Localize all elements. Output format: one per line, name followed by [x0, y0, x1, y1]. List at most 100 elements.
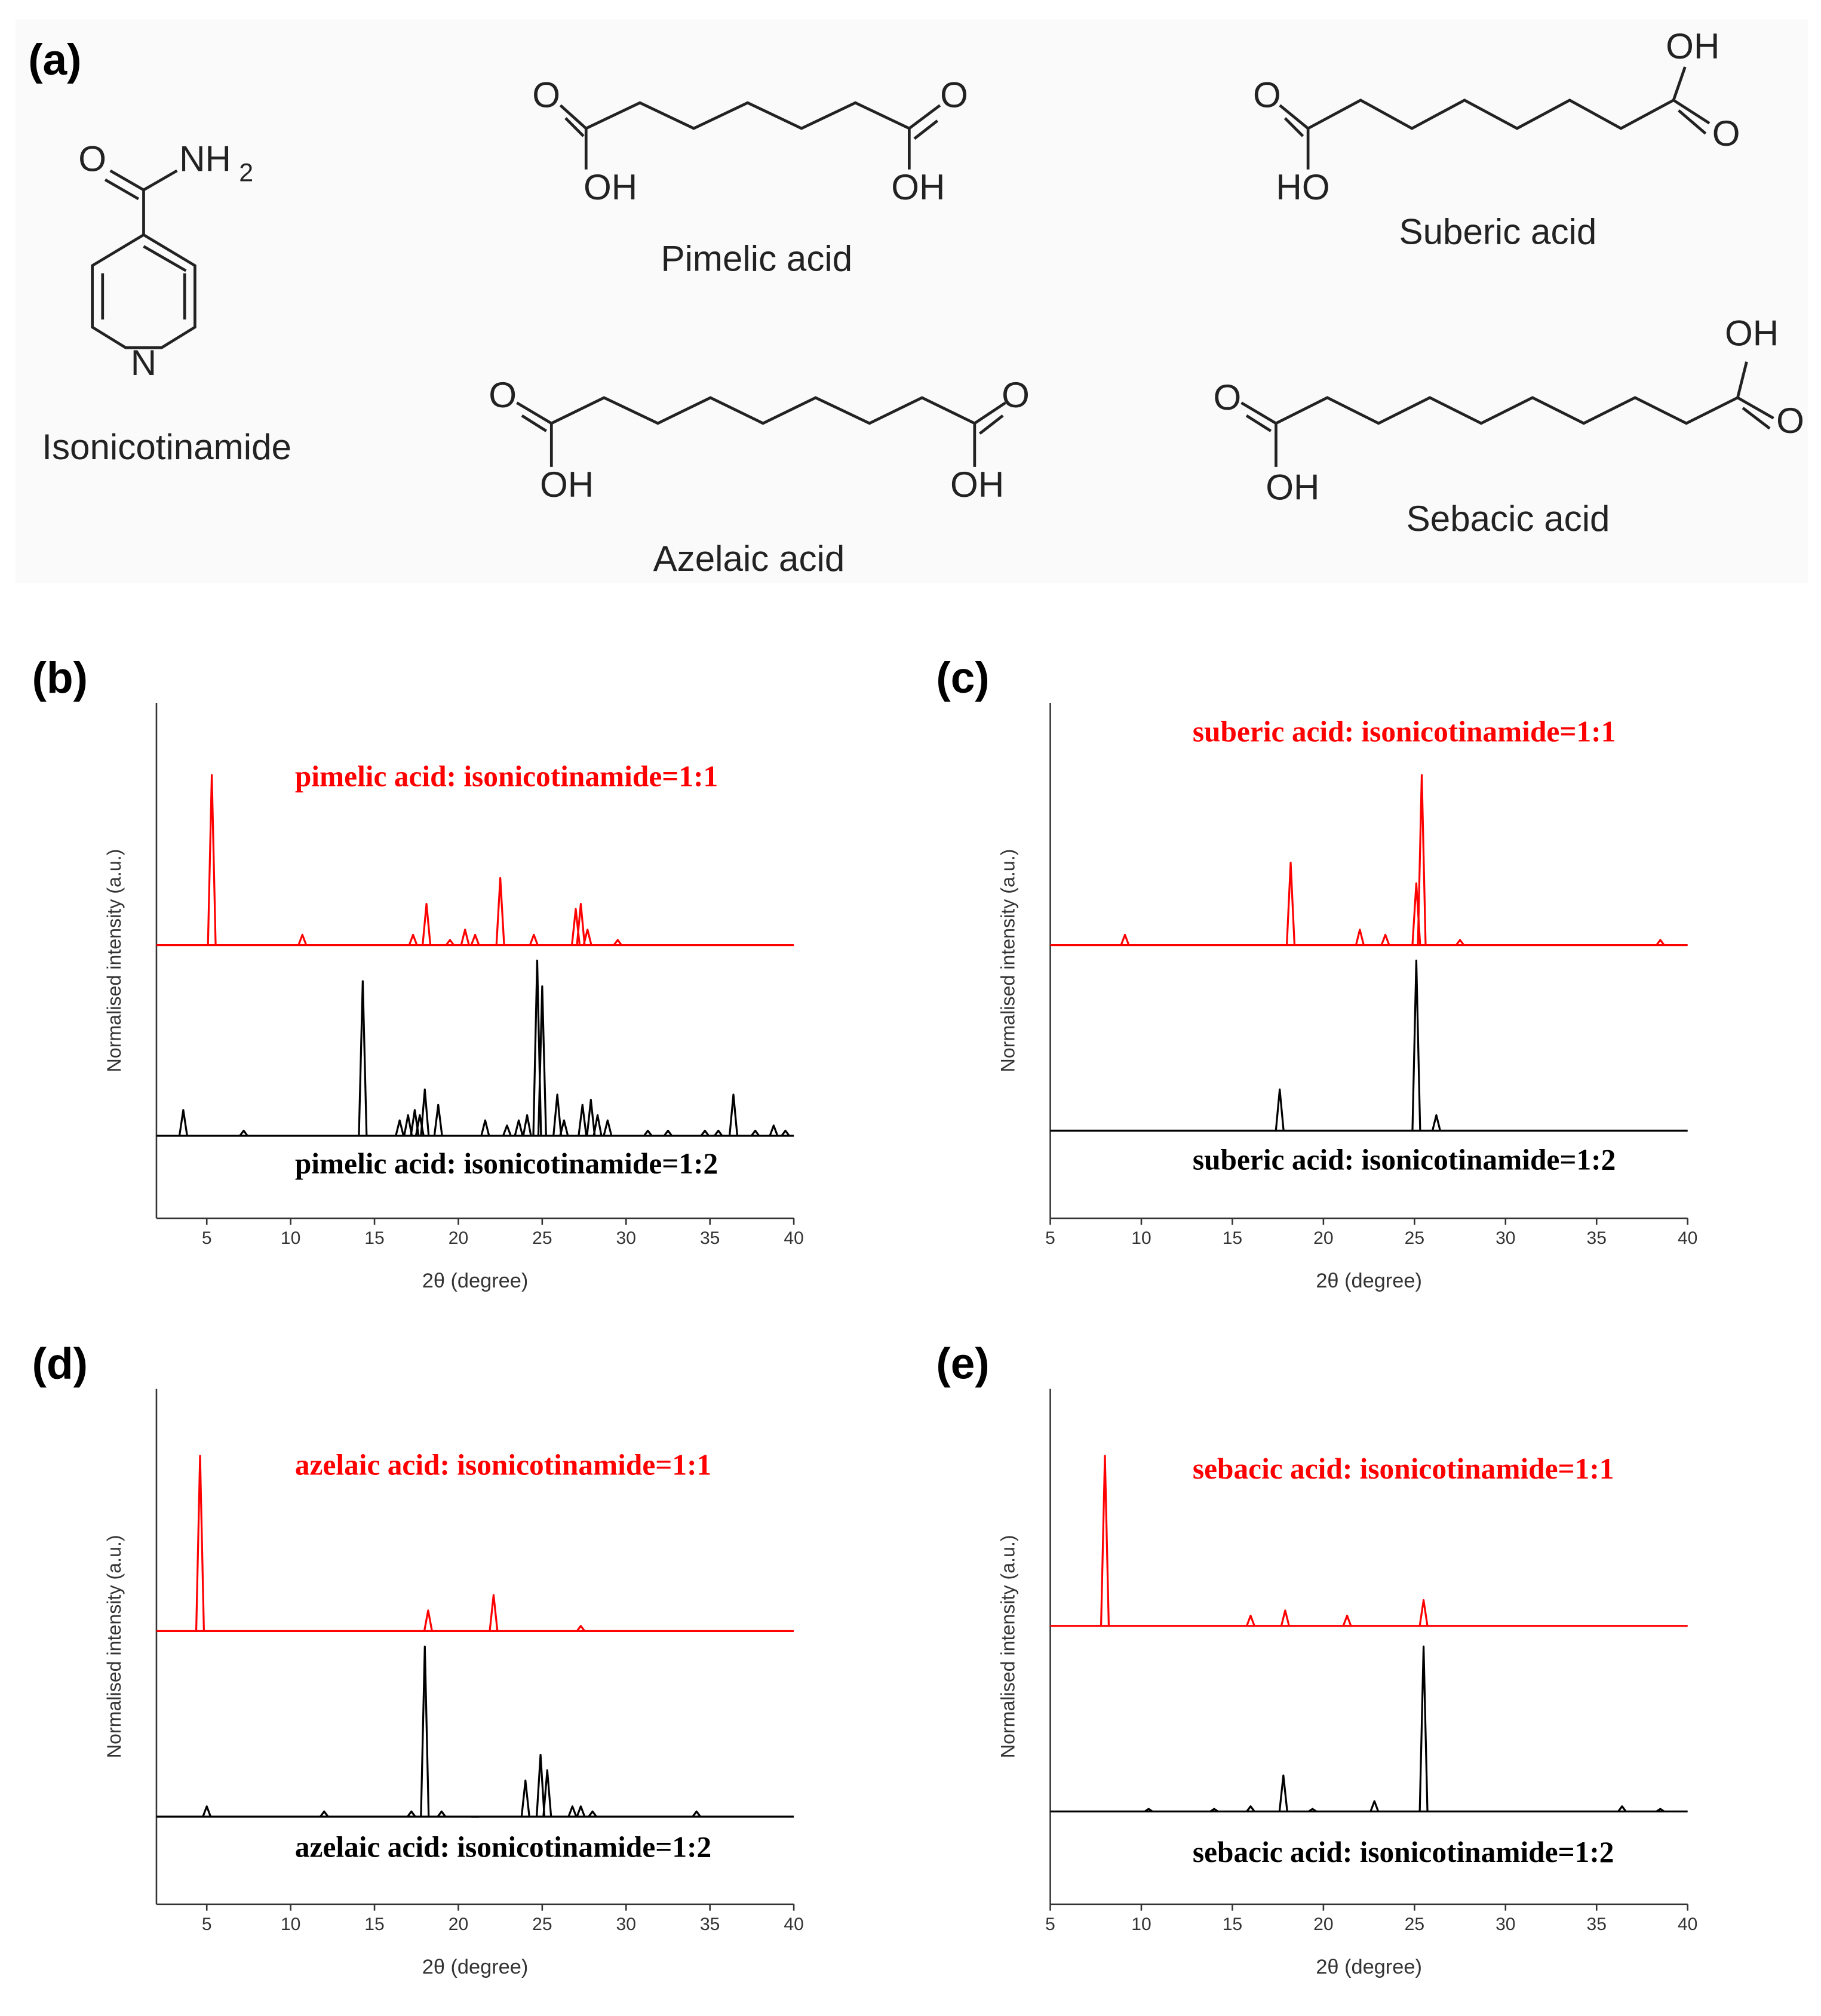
peak [522, 1114, 532, 1136]
peak [1120, 933, 1130, 946]
bond [1672, 66, 1687, 101]
peak [480, 1119, 490, 1136]
peak [420, 1645, 430, 1817]
peak [576, 1625, 586, 1632]
peak [567, 1805, 578, 1817]
x-tick-label: 10 [281, 1914, 300, 1934]
atom: O [532, 75, 560, 115]
peak [407, 1810, 416, 1818]
series [1050, 959, 1688, 1132]
peak [1100, 1455, 1110, 1626]
peak [542, 1769, 552, 1817]
x-tick-label: 15 [364, 1914, 384, 1934]
bond [143, 169, 178, 192]
compound-name: Isonicotinamide [42, 427, 291, 467]
peak [769, 1124, 779, 1136]
series [1050, 774, 1688, 946]
peak [1431, 1114, 1441, 1131]
x-tick-label: 40 [784, 1914, 803, 1934]
x-axis-title: 2θ (degree) [422, 1956, 529, 1978]
peak [395, 1119, 405, 1136]
atom: OH [1266, 467, 1319, 507]
panel-label: (d) [32, 1340, 88, 1388]
x-tick-label: 20 [449, 1228, 468, 1248]
chain [1240, 396, 1774, 425]
peak [495, 877, 505, 945]
bond [913, 119, 939, 140]
peak [489, 1594, 499, 1631]
compound-name: Sebacic acid [1407, 499, 1610, 539]
peak [433, 1104, 443, 1136]
panel-label: (b) [32, 654, 88, 702]
series-label: pimelic acid: isonicotinamide=1:2 [295, 1147, 718, 1180]
atom: O [1213, 377, 1241, 417]
peak [1455, 939, 1465, 946]
ring [91, 233, 196, 349]
peak [202, 1805, 212, 1817]
x-tick-label: 5 [202, 1228, 212, 1248]
peak [529, 933, 539, 946]
x-tick-label: 35 [1587, 1914, 1607, 1934]
peak [1275, 1088, 1285, 1131]
chain [516, 396, 1006, 425]
series-label: sebacic acid: isonicotinamide=1:2 [1193, 1836, 1614, 1869]
x-tick-label: 20 [1313, 1914, 1333, 1934]
peak [1285, 861, 1296, 945]
y-axis-title: Normalised intensity (a.u.) [997, 849, 1018, 1072]
panel-label: (e) [936, 1340, 989, 1388]
peak [239, 1129, 248, 1136]
y-axis-title: Normalised intensity (a.u.) [997, 1535, 1018, 1758]
series [156, 959, 794, 1137]
series [1050, 1645, 1688, 1813]
peak [420, 1088, 430, 1136]
peak [460, 929, 470, 946]
x-tick-label: 30 [1496, 1914, 1515, 1934]
atom: OH [540, 465, 594, 505]
peak [576, 902, 586, 945]
x-tick-label: 15 [364, 1228, 384, 1248]
atom: HO [1276, 167, 1329, 207]
atom: O [489, 375, 517, 415]
atom: NH [179, 139, 231, 179]
x-tick-label: 10 [281, 1228, 300, 1248]
x-tick-label: 35 [700, 1228, 720, 1248]
x-axis-title: 2θ (degree) [1316, 1956, 1422, 1978]
x-tick-label: 5 [202, 1914, 212, 1934]
peak [552, 1093, 563, 1136]
bond [1736, 361, 1748, 398]
peak [1411, 959, 1421, 1131]
peak [178, 1109, 188, 1136]
peak [536, 1753, 546, 1817]
x-tick-label: 40 [1678, 1228, 1697, 1248]
peak [1355, 929, 1365, 946]
peak [1656, 939, 1665, 946]
peak [592, 1114, 603, 1136]
x-tick-label: 10 [1131, 1228, 1151, 1248]
bond [109, 169, 145, 192]
peak [643, 1129, 653, 1136]
peak [1246, 1805, 1255, 1812]
peak [437, 1810, 447, 1818]
panel-label: (a) [28, 36, 81, 84]
peak [559, 1119, 569, 1136]
bond [978, 414, 1004, 435]
series [156, 774, 794, 946]
bond [564, 117, 585, 137]
peak [520, 1780, 530, 1817]
peak [1144, 1808, 1153, 1812]
atom: N [131, 343, 156, 383]
atom: O [1002, 375, 1030, 415]
y-axis-title: Normalised intensity (a.u.) [103, 1535, 125, 1758]
atom: O [1776, 401, 1804, 441]
x-tick-label: 10 [1131, 1914, 1151, 1934]
peak [582, 929, 592, 946]
peak [576, 1805, 586, 1817]
structures [91, 66, 1774, 467]
bond [1283, 117, 1304, 137]
x-tick-label: 25 [1405, 1914, 1424, 1934]
y-axis-title: Normalised intensity (a.u.) [103, 849, 125, 1072]
series-label: azelaic acid: isonicotinamide=1:1 [295, 1449, 711, 1482]
peak [1380, 933, 1390, 946]
peak [1342, 1614, 1352, 1627]
series [156, 1455, 794, 1633]
